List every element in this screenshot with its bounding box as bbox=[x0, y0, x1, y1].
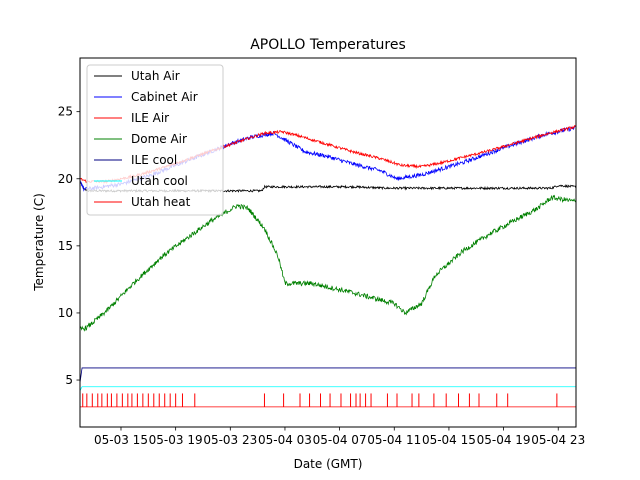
y-tick-label: 5 bbox=[65, 373, 73, 387]
legend-label-utah-heat: Utah heat bbox=[131, 195, 191, 209]
x-tick-label: 05-04 11 bbox=[367, 433, 421, 447]
y-tick-label: 20 bbox=[58, 172, 73, 186]
x-tick-label: 05-03 19 bbox=[149, 433, 203, 447]
legend-box bbox=[86, 64, 224, 216]
series-line-utah-cool bbox=[79, 386, 576, 391]
x-tick-label: 05-03 15 bbox=[94, 433, 148, 447]
y-tick-label: 15 bbox=[58, 239, 73, 253]
y-tick-label: 10 bbox=[58, 306, 73, 320]
legend-label-ile-cool: ILE cool bbox=[131, 153, 177, 167]
plot-frame bbox=[79, 57, 577, 428]
legend: Utah Air Cabinet Air ILE Air Dome Air ILE co… bbox=[86, 64, 224, 216]
x-tick-label: 05-04 19 bbox=[477, 433, 531, 447]
legend-label-ile-air: ILE Air bbox=[131, 111, 169, 125]
tick-layer: 05-03 15 05-03 19 05-03 23 05-04 03 05-04 07… bbox=[58, 105, 585, 447]
chart-title: APOLLO Temperatures bbox=[250, 37, 406, 53]
series-ile-cool bbox=[79, 367, 576, 383]
y-tick-label: 25 bbox=[58, 105, 73, 119]
legend-entries: Utah Air Cabinet Air ILE Air Dome Air ILE co… bbox=[94, 69, 198, 209]
x-tick-label: 05-04 07 bbox=[313, 433, 367, 447]
series-utah-cool bbox=[79, 386, 576, 391]
x-tick-label: 05-04 03 bbox=[258, 433, 312, 447]
series-line-dome-air bbox=[79, 194, 577, 332]
series-utah-heat bbox=[80, 393, 576, 408]
legend-label-dome-air: Dome Air bbox=[131, 132, 187, 146]
legend-label-utah-air: Utah Air bbox=[131, 69, 180, 83]
x-axis-label: Date (GMT) bbox=[294, 457, 363, 471]
series-line-ile-cool bbox=[79, 367, 576, 383]
x-tick-label: 05-04 15 bbox=[422, 433, 476, 447]
legend-label-cabinet-air: Cabinet Air bbox=[131, 90, 198, 104]
y-axis-label: Temperature (C) bbox=[32, 193, 46, 292]
x-tick-label: 05-04 23 bbox=[531, 433, 585, 447]
series-dome-air bbox=[79, 194, 577, 332]
x-tick-label: 05-03 23 bbox=[203, 433, 257, 447]
legend-label-utah-cool: Utah cool bbox=[131, 174, 188, 188]
